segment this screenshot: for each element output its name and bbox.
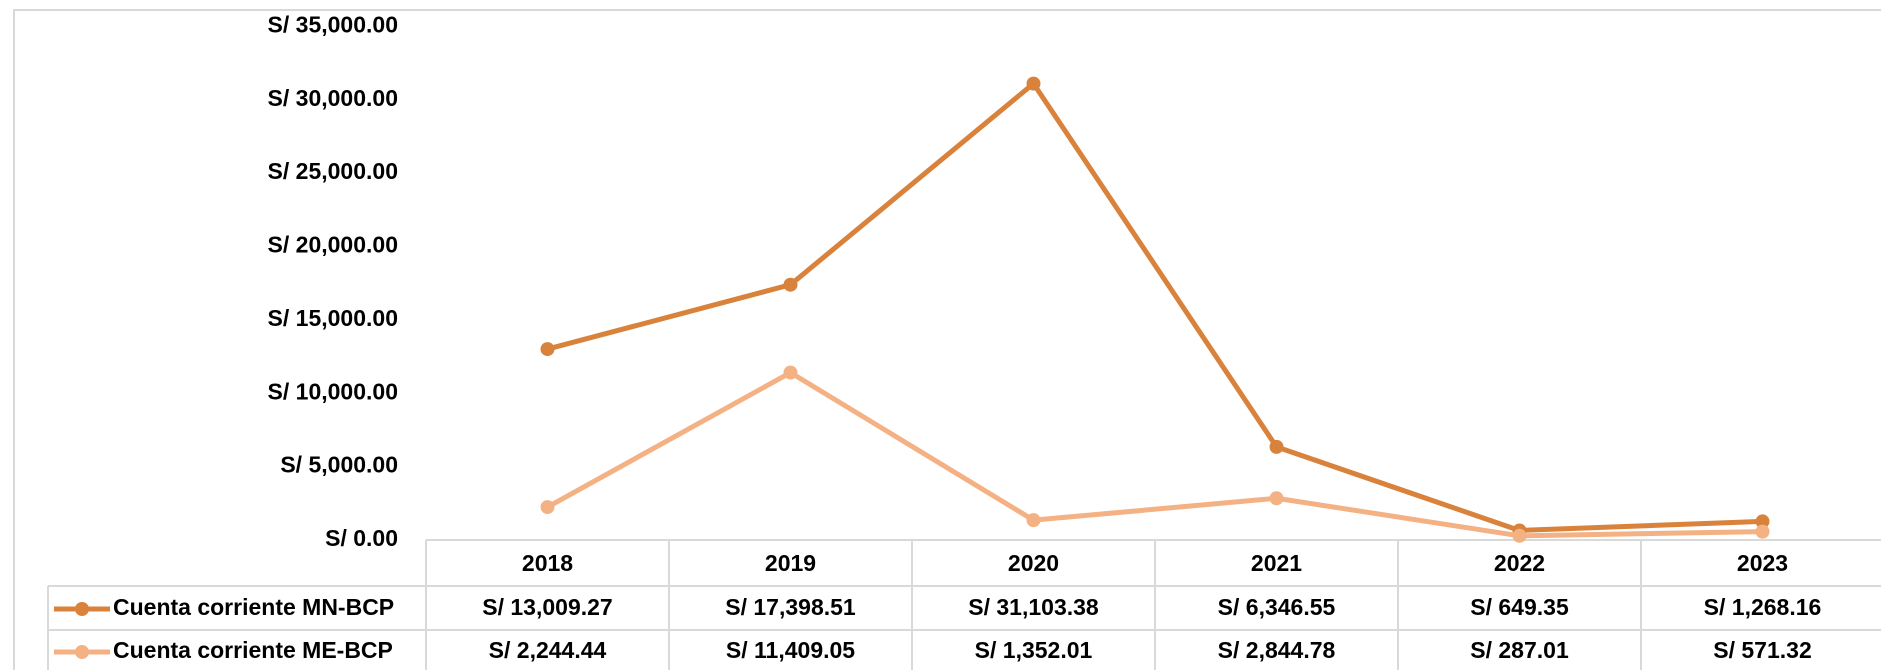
- y-tick-label: S/ 0.00: [325, 525, 398, 551]
- data-point: [540, 342, 555, 357]
- x-tick-label: 2022: [1494, 550, 1545, 576]
- data-point: [1755, 514, 1770, 529]
- x-tick-label: 2020: [1008, 550, 1059, 576]
- data-point: [783, 277, 798, 292]
- y-tick-label: S/ 25,000.00: [268, 158, 398, 184]
- x-tick-label: 2018: [522, 550, 573, 576]
- y-tick-label: S/ 5,000.00: [280, 452, 398, 478]
- x-tick-label: 2023: [1737, 550, 1788, 576]
- data-label: S/ 2,844.78: [1218, 637, 1336, 663]
- series-line: [546, 81, 1763, 533]
- data-label: S/ 11,409.05: [726, 637, 855, 663]
- data-point: [1026, 513, 1041, 528]
- data-label: S/ 287.01: [1470, 637, 1569, 663]
- y-tick-label: S/ 35,000.00: [268, 11, 398, 37]
- data-label: S/ 1,352.01: [975, 637, 1093, 663]
- legend-key-marker: [75, 645, 89, 659]
- x-tick-label: 2021: [1251, 550, 1302, 576]
- chart-border: [13, 9, 1881, 670]
- legend-key-marker: [75, 602, 89, 616]
- data-label: S/ 1,268.16: [1704, 594, 1822, 620]
- y-tick-label: S/ 20,000.00: [268, 232, 398, 258]
- data-point: [1755, 524, 1770, 539]
- data-point: [1512, 528, 1527, 543]
- y-tick-label: S/ 30,000.00: [268, 85, 398, 111]
- series-line: [546, 370, 1763, 539]
- data-label: S/ 13,009.27: [482, 594, 612, 620]
- data-point: [540, 500, 555, 515]
- data-label: S/ 17,398.51: [725, 594, 856, 620]
- data-point: [1269, 439, 1284, 454]
- data-label: S/ 31,103.38: [968, 594, 1099, 620]
- data-label: S/ 2,244.44: [489, 637, 607, 663]
- data-point: [783, 365, 798, 380]
- legend-label: Cuenta corriente MN-BCP: [113, 594, 394, 620]
- data-point: [1026, 76, 1041, 91]
- data-label: S/ 571.32: [1713, 637, 1811, 663]
- data-point: [1269, 491, 1284, 506]
- x-tick-label: 2019: [765, 550, 816, 576]
- legend-label: Cuenta corriente ME-BCP: [113, 637, 393, 663]
- data-label: S/ 649.35: [1470, 594, 1569, 620]
- y-tick-label: S/ 10,000.00: [268, 378, 398, 404]
- y-tick-label: S/ 15,000.00: [268, 305, 398, 331]
- data-label: S/ 6,346.55: [1218, 594, 1336, 620]
